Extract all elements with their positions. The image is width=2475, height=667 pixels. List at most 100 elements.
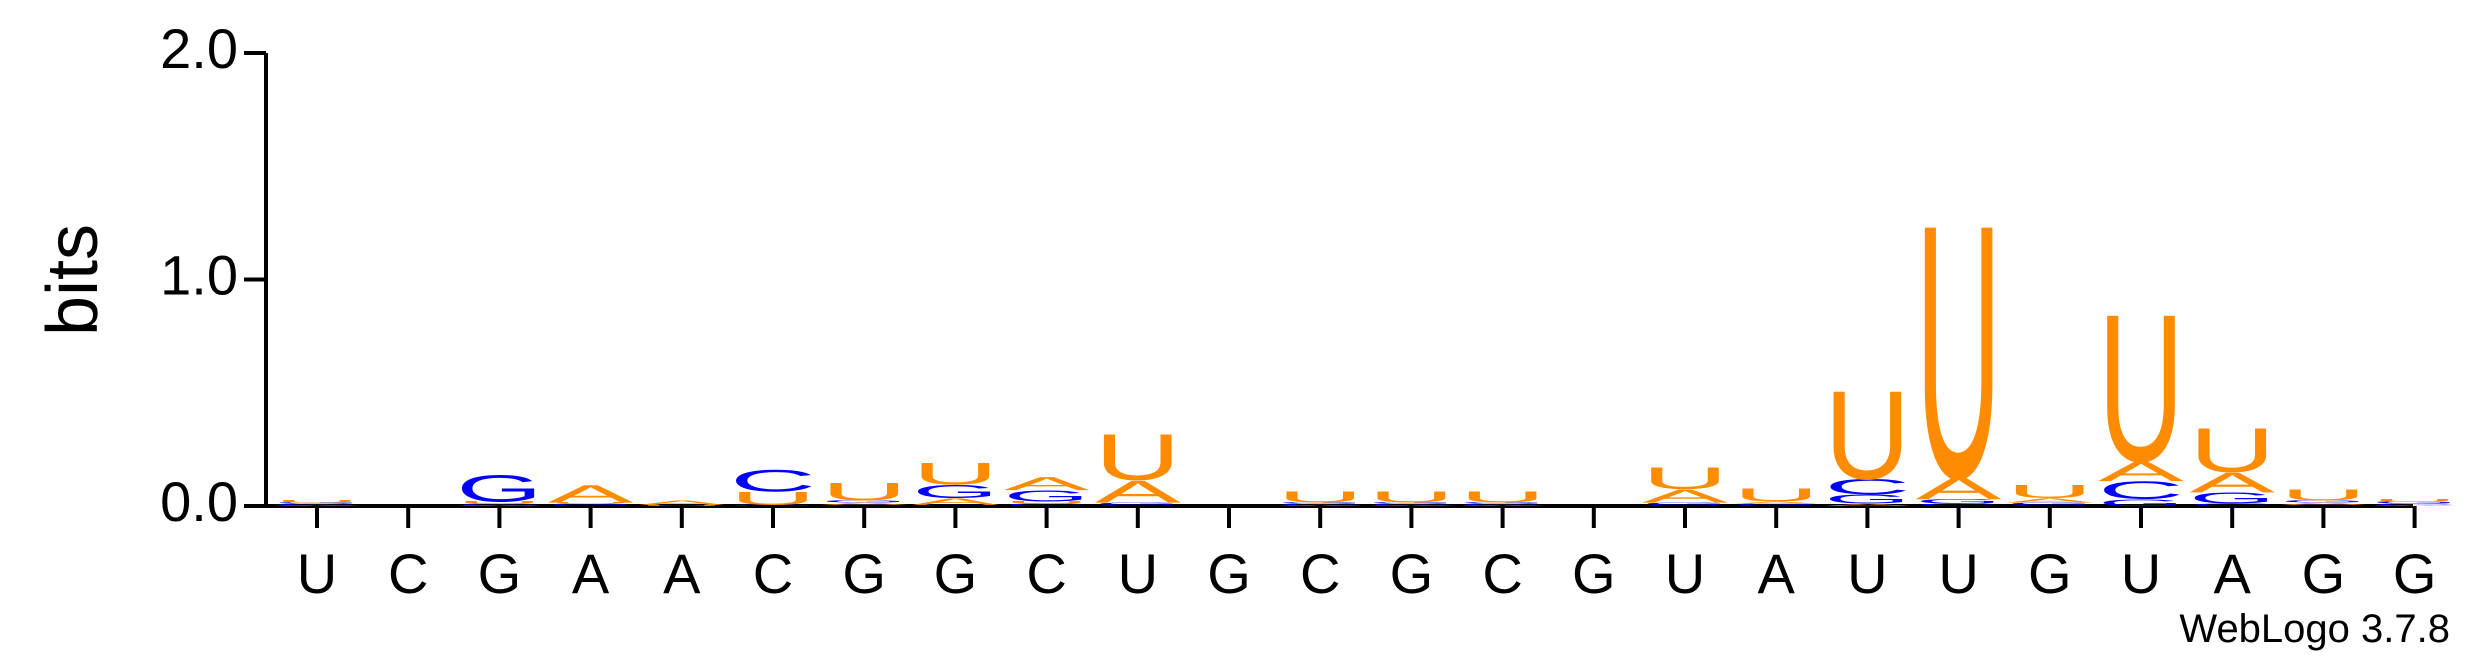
logo-letter: G: [2189, 490, 2275, 508]
logo-letter: A: [1460, 505, 1548, 507]
logo-letter: C: [1095, 505, 1181, 507]
logo-letter: U: [1277, 489, 1363, 507]
x-tick-label: C: [1482, 542, 1522, 605]
logo-letter: C: [1277, 503, 1363, 505]
x-tick-label: U: [297, 542, 337, 605]
logo-letter: G: [1916, 498, 2002, 505]
logo-letter: G: [456, 468, 542, 510]
x-tick-label: C: [1026, 542, 1066, 605]
logo-letter: U: [2007, 481, 2093, 502]
logo-letter: A: [2280, 502, 2367, 506]
logo-letter: G: [1824, 492, 1910, 506]
logo-letter: G: [2007, 502, 2093, 506]
logo-letter: U: [2098, 270, 2184, 505]
x-tick-label: G: [478, 542, 522, 605]
logo-letter: C: [1642, 505, 1728, 507]
logo-letter: C: [1368, 503, 1454, 505]
x-tick-label: A: [1758, 542, 1796, 605]
logo-letter: G: [730, 505, 816, 507]
logo-letter: A: [821, 502, 908, 506]
x-tick-label: A: [663, 542, 701, 605]
logo-letter: U: [1733, 485, 1819, 506]
logo-letter: U: [1368, 489, 1454, 507]
x-tick-label: C: [388, 542, 428, 605]
logo-letter: G: [1095, 502, 1181, 506]
y-axis-label: bits: [33, 224, 113, 336]
logo-letter: G: [912, 481, 998, 502]
y-tick-label: 1.0: [160, 243, 238, 306]
x-tick-label: G: [1572, 542, 1616, 605]
logo-letter: U: [1642, 461, 1728, 496]
logo-letter: U: [2372, 499, 2458, 503]
logo-letter: U: [1004, 501, 1090, 505]
y-tick-label: 2.0: [160, 17, 238, 80]
logo-letter: C: [548, 505, 634, 507]
logo-letter: C: [2189, 503, 2275, 507]
logo-letter: U: [274, 500, 360, 504]
logo-letter: C: [1824, 475, 1910, 500]
logo-letter: G: [1733, 503, 1819, 505]
logo-letter: G: [1277, 502, 1363, 504]
x-tick-label: U: [1938, 542, 1978, 605]
logo-letter: A: [2372, 505, 2460, 507]
logo-letter: C: [2372, 503, 2458, 505]
logo-letter: A: [912, 496, 999, 506]
logo-letter: U: [730, 488, 816, 509]
logo-letter: G: [821, 500, 907, 504]
logo-letter: C: [821, 505, 907, 507]
logo-letter: A: [2007, 497, 2094, 504]
logo-letter: C: [1004, 503, 1090, 507]
logo-letter: C: [1733, 505, 1819, 507]
logo-letter: G: [1368, 502, 1454, 504]
logo-letter: A: [1642, 486, 1728, 507]
logo-letter: G: [1642, 502, 1728, 506]
logo-letter: G: [1460, 502, 1546, 504]
logo-letter: C: [274, 503, 360, 505]
x-tick-label: G: [934, 542, 978, 605]
logo-letter: A: [1004, 473, 1090, 494]
x-tick-label: U: [1665, 542, 1705, 605]
logo-letter: G: [1004, 487, 1090, 505]
logo-letter: A: [2189, 467, 2275, 499]
logo-letter: A: [1824, 503, 1911, 507]
logo-letter: A: [2098, 455, 2184, 487]
logo-letter: U: [548, 502, 634, 504]
logo-letter: C: [1460, 503, 1546, 505]
logo-letter: U: [912, 456, 998, 491]
logo-letter: G: [2098, 498, 2184, 508]
logo-letter: C: [2098, 477, 2184, 505]
logo-letter: A: [548, 480, 635, 508]
logo-letter: C: [1916, 503, 2002, 507]
logo-letter: A: [274, 505, 362, 507]
logo-letter: U: [639, 505, 725, 507]
logo-letter: A: [1733, 501, 1820, 505]
y-tick-label: 0.0: [160, 470, 238, 533]
x-tick-label: C: [753, 542, 793, 605]
logo-letter: G: [2280, 500, 2366, 504]
logo-letter: C: [2007, 505, 2093, 507]
logo-letter: U: [1460, 489, 1546, 507]
x-tick-label: U: [1118, 542, 1158, 605]
logo-letter: A: [1095, 474, 1182, 509]
footer: WebLogo 3.7.8: [2179, 607, 2450, 651]
logo-letter: C: [912, 505, 998, 507]
x-tick-label: G: [2028, 542, 2072, 605]
logo-letter: C: [730, 463, 816, 498]
x-tick-label: G: [842, 542, 886, 605]
logo-letter: U: [821, 478, 907, 506]
logo-letter: U: [1824, 366, 1910, 507]
x-tick-label: G: [2302, 542, 2346, 605]
x-tick-label: G: [2393, 542, 2437, 605]
x-tick-label: U: [1847, 542, 1887, 605]
logo-letter: A: [1277, 505, 1365, 507]
x-tick-label: G: [1390, 542, 1434, 605]
logo-letter: A: [456, 505, 544, 507]
x-tick-label: G: [1207, 542, 1251, 605]
logo-letter: A: [1916, 471, 2003, 506]
logo-letter: U: [1095, 420, 1181, 494]
logo-letter: C: [456, 503, 542, 505]
x-tick-label: A: [572, 542, 610, 605]
logo-letter: U: [456, 501, 542, 505]
x-tick-label: A: [2214, 542, 2252, 605]
